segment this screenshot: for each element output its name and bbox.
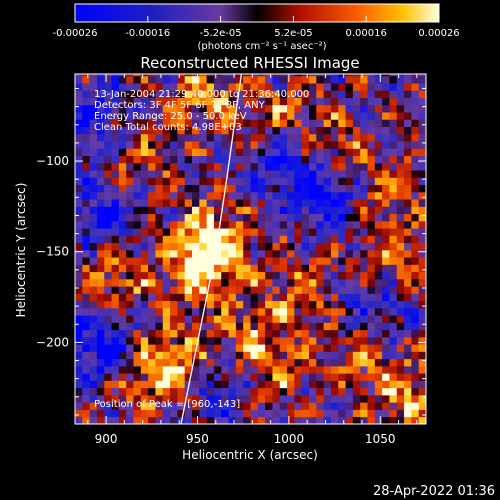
colorbar-tick-label: 0.00016 [346,28,387,39]
x-axis-label: Heliocentric X (arcsec) [182,448,318,462]
colorbar-ticks: -0.00026 -0.00016 -5.2e-05 5.2e-05 0.00016 0.… [53,16,460,39]
y-tick-label: −150 [36,245,69,259]
colorbar-units: (photons cm⁻² s⁻¹ asec⁻²) [197,41,326,52]
annotation-line: Energy Range: 25.0 - 50.0 keV [94,111,247,122]
colorbar-tick-label: 5.2e-05 [274,28,312,39]
colorbar [74,3,440,23]
annotation-line: Clean Total counts: 4.98E+03 [94,122,242,133]
solar-limb-line [180,74,243,424]
x-tick-label: 950 [186,432,209,446]
y-tick-label: −100 [36,154,69,168]
annotation-block: 13-Jan-2004 21:29:40.000 to 21:36:40.000… [94,89,309,133]
x-tick-label: 1000 [274,432,305,446]
colorbar-tick-label: 0.00026 [418,28,459,39]
timestamp: 28-Apr-2022 01:36 [373,484,495,499]
chart-title: Reconstructed RHESSI Image [140,54,359,72]
x-tick-label: 900 [95,432,118,446]
plot-frame [74,73,427,425]
y-axis: −100 −150 −200 [36,88,426,416]
colorbar-tick-label: -0.00026 [53,28,98,39]
annotation-line: 13-Jan-2004 21:29:40.000 to 21:36:40.000 [94,89,309,100]
heatmap-image [75,74,426,424]
y-tick-label: −200 [36,335,69,349]
y-axis-label: Heliocentric Y (arcsec) [14,183,28,318]
x-axis: 900 950 1000 1050 [87,74,418,446]
peak-position-label: Position of Peak = [960,-143] [94,399,240,410]
x-tick-label: 1050 [365,432,396,446]
colorbar-tick-label: -0.00016 [125,28,170,39]
annotation-line: Detectors: 3F 4F 5F 6F 7F 8F, ANY [94,100,266,111]
colorbar-tick-label: -5.2e-05 [200,28,242,39]
